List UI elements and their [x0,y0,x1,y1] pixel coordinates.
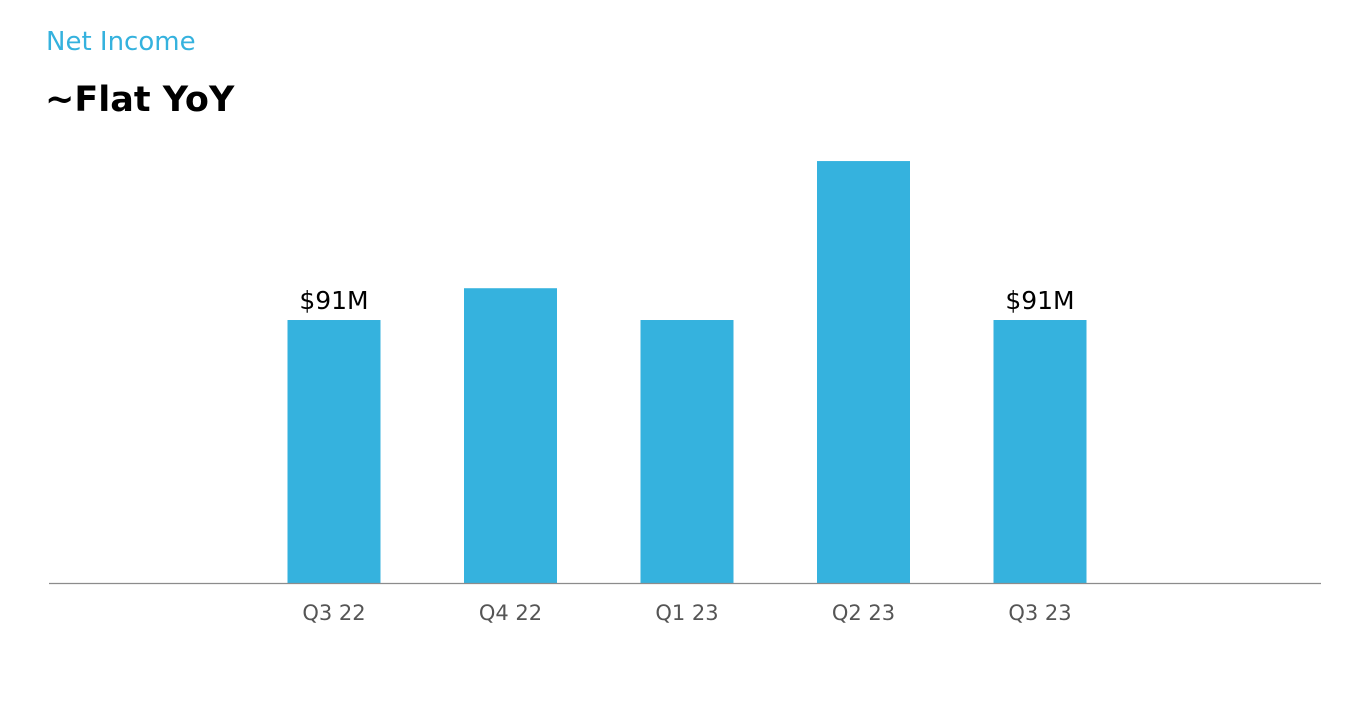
page-title: ~Flat YoY [45,80,235,120]
bar-q4-22 [464,288,557,583]
data-label: $91M [1005,286,1074,315]
bar-q2-23 [817,161,910,583]
section-eyebrow: Net Income [46,27,196,57]
data-labels-layer: $91M $91M [299,286,1074,315]
x-tick-labels-layer: Q3 22 Q4 22 Q1 23 Q2 23 Q3 23 [302,601,1071,625]
bar-q3-22 [287,320,381,583]
data-label: $91M [299,286,368,315]
bar-q3-23 [993,320,1087,583]
bars-layer [287,161,1087,583]
bar-q1-23 [640,320,734,583]
x-tick-label: Q1 23 [655,601,718,625]
x-tick-label: Q3 22 [302,601,365,625]
x-tick-label: Q4 22 [479,601,542,625]
x-tick-label: Q2 23 [832,601,895,625]
x-tick-label: Q3 23 [1008,601,1071,625]
